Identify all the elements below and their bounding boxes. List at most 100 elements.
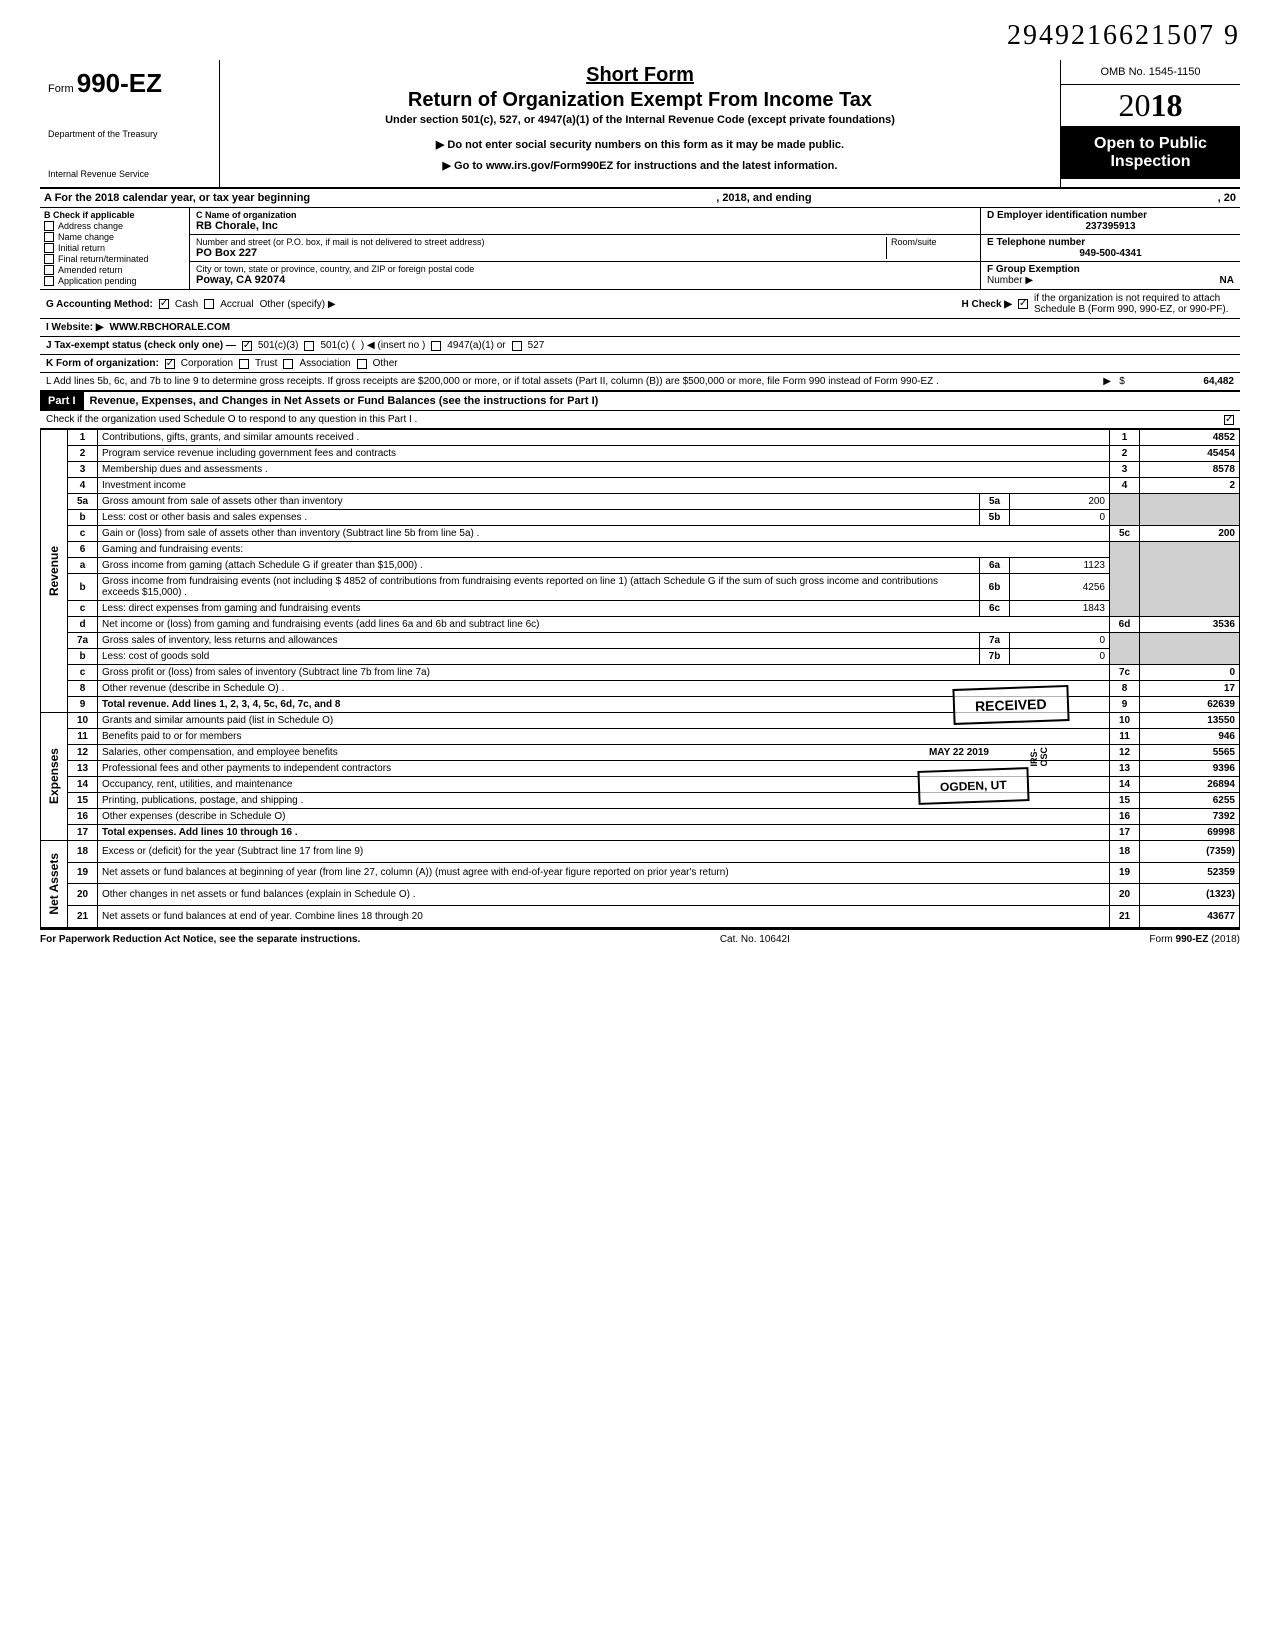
row-sn: 7b [980, 649, 1010, 665]
row-fv: 17 [1140, 681, 1240, 697]
row-fn: 21 [1110, 905, 1140, 927]
row-desc: Gross amount from sale of assets other t… [98, 494, 980, 510]
row-desc: Investment income [98, 478, 1110, 494]
row-fn: 13 [1110, 761, 1140, 777]
chk-amended[interactable]: Amended return [44, 265, 185, 275]
side-revenue: Revenue [41, 430, 68, 713]
chk-501c3[interactable] [242, 341, 252, 351]
row-num: 17 [68, 825, 98, 841]
row-fv: (7359) [1140, 841, 1240, 863]
row-fv: 45454 [1140, 446, 1240, 462]
header-left: Form 990-EZ Department of the Treasury I… [40, 60, 220, 187]
part1-check: Check if the organization used Schedule … [40, 411, 1240, 429]
chk-h[interactable] [1018, 299, 1028, 309]
f-label2: Number ▶ [987, 275, 1080, 286]
row-sv: 200 [1010, 494, 1110, 510]
row-num: 8 [68, 681, 98, 697]
footer-right: Form 990-EZ (2018) [1149, 934, 1240, 945]
row-num: 20 [68, 884, 98, 906]
chk-527[interactable] [512, 341, 522, 351]
chk-label: Name change [58, 232, 114, 242]
footer-left: For Paperwork Reduction Act Notice, see … [40, 934, 360, 945]
open-public: Open to Public Inspection [1061, 127, 1240, 179]
chk-assoc[interactable] [283, 359, 293, 369]
e-label: E Telephone number [987, 237, 1234, 248]
date-stamp: MAY 22 2019 [929, 747, 989, 758]
line-l: L Add lines 5b, 6c, and 7b to line 9 to … [40, 373, 1240, 392]
row-sn: 6a [980, 558, 1010, 574]
org-name: RB Chorale, Inc [196, 220, 974, 232]
row-fn: 19 [1110, 862, 1140, 884]
chk-corp[interactable] [165, 359, 175, 369]
j-label: J Tax-exempt status (check only one) — [46, 340, 236, 351]
row-fn: 6d [1110, 617, 1140, 633]
c-label: 501(c) ( [320, 340, 354, 351]
l-val: 64,482 [1134, 376, 1234, 387]
a1-label: 4947(a)(1) or [447, 340, 505, 351]
row-sn: 5a [980, 494, 1010, 510]
row-desc: Less: cost of goods sold [98, 649, 980, 665]
row-desc: Occupancy, rent, utilities, and maintena… [98, 777, 1110, 793]
row-fv: 7392 [1140, 809, 1240, 825]
row-num: 9 [68, 697, 98, 713]
row-fv: 946 [1140, 729, 1240, 745]
row-desc: Less: direct expenses from gaming and fu… [98, 601, 980, 617]
part1-header-row: Part I Revenue, Expenses, and Changes in… [40, 392, 1240, 411]
ein: 237395913 [987, 221, 1234, 232]
chk-address[interactable]: Address change [44, 221, 185, 231]
shaded [1110, 633, 1140, 665]
h-text2: if the organization is not required to a… [1034, 293, 1234, 315]
line-i: I Website: ▶ WWW.RBCHORALE.COM [40, 319, 1240, 337]
row-desc: Gaming and fundraising events: [98, 542, 1110, 558]
cash-label: Cash [175, 299, 198, 310]
chk-name[interactable]: Name change [44, 232, 185, 242]
row-sv: 1843 [1010, 601, 1110, 617]
row-desc: Less: cost or other basis and sales expe… [98, 510, 980, 526]
row-desc: Benefits paid to or for members [98, 729, 1110, 745]
row-a-left: A For the 2018 calendar year, or tax yea… [44, 192, 310, 204]
other-label: Other (specify) ▶ [260, 299, 336, 310]
header-mid: Short Form Return of Organization Exempt… [220, 60, 1060, 187]
row-desc: Other expenses (describe in Schedule O) [98, 809, 1110, 825]
chk-pending[interactable]: Application pending [44, 276, 185, 286]
chk-501c[interactable] [304, 341, 314, 351]
row-num: 5a [68, 494, 98, 510]
row-num: 3 [68, 462, 98, 478]
chk-part1[interactable] [1224, 415, 1234, 425]
chk-accrual[interactable] [204, 299, 214, 309]
ogden-stamp: OGDEN, UT [918, 767, 1030, 805]
chk-trust[interactable] [239, 359, 249, 369]
c3-label: 501(c)(3) [258, 340, 299, 351]
row-desc: Gross sales of inventory, less returns a… [98, 633, 980, 649]
chk-other[interactable] [357, 359, 367, 369]
chk-initial[interactable]: Initial return [44, 243, 185, 253]
row-desc: Gross profit or (loss) from sales of inv… [98, 665, 1110, 681]
shaded [1140, 494, 1240, 526]
phone: 949-500-4341 [987, 248, 1234, 259]
row-fv: 3536 [1140, 617, 1240, 633]
row-fn: 16 [1110, 809, 1140, 825]
f-label: F Group Exemption [987, 264, 1080, 275]
row-num: 19 [68, 862, 98, 884]
row-sv: 4256 [1010, 574, 1110, 601]
document-number: 2949216621507 9 [40, 20, 1240, 52]
row-fn: 20 [1110, 884, 1140, 906]
row-sn: 6c [980, 601, 1010, 617]
shaded [1110, 542, 1140, 617]
row-num: 15 [68, 793, 98, 809]
street-label: Number and street (or P.O. box, if mail … [196, 237, 878, 247]
row-fv: 6255 [1140, 793, 1240, 809]
shaded [1140, 542, 1240, 617]
row-fv: 0 [1140, 665, 1240, 681]
row-num: 14 [68, 777, 98, 793]
row-fv: 13550 [1140, 713, 1240, 729]
row-sv: 0 [1010, 633, 1110, 649]
row-desc: Net income or (loss) from gaming and fun… [98, 617, 1110, 633]
row-fn: 3 [1110, 462, 1140, 478]
chk-final[interactable]: Final return/terminated [44, 254, 185, 264]
chk-cash[interactable] [159, 299, 169, 309]
chk-4947[interactable] [431, 341, 441, 351]
row-a: A For the 2018 calendar year, or tax yea… [40, 189, 1240, 208]
form-header: Form 990-EZ Department of the Treasury I… [40, 60, 1240, 189]
row-fn: 8 [1110, 681, 1140, 697]
